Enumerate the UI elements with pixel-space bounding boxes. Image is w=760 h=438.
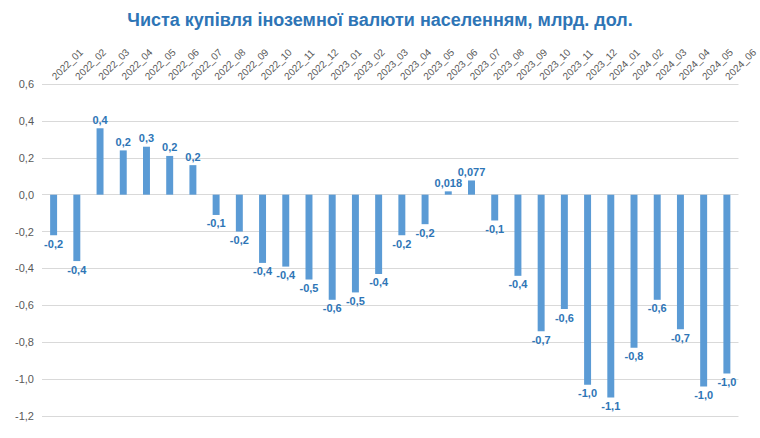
svg-text:-0,1: -0,1: [485, 223, 504, 235]
svg-text:-1,0: -1,0: [578, 387, 597, 399]
svg-text:-0,1: -0,1: [207, 217, 226, 229]
svg-text:0,6: 0,6: [19, 78, 34, 90]
svg-text:2022_04: 2022_04: [119, 46, 155, 82]
svg-text:2022_09: 2022_09: [235, 46, 271, 82]
svg-text:2023_06: 2023_06: [444, 46, 480, 82]
svg-text:-1,0: -1,0: [15, 373, 34, 385]
svg-text:-0,4: -0,4: [508, 278, 528, 290]
svg-text:0,2: 0,2: [19, 152, 34, 164]
svg-text:2024_03: 2024_03: [653, 46, 689, 82]
svg-text:0,2: 0,2: [185, 151, 200, 163]
svg-text:-0,4: -0,4: [369, 276, 389, 288]
svg-text:-0,2: -0,2: [44, 238, 63, 250]
svg-text:-0,4: -0,4: [276, 269, 296, 281]
svg-text:2023_12: 2023_12: [583, 46, 619, 82]
svg-text:2023_04: 2023_04: [398, 46, 434, 82]
svg-text:2022_01: 2022_01: [49, 46, 85, 82]
svg-text:2022_05: 2022_05: [142, 46, 178, 82]
svg-text:-0,2: -0,2: [416, 227, 435, 239]
svg-text:-1,2: -1,2: [15, 410, 34, 422]
svg-text:2022_02: 2022_02: [72, 46, 109, 82]
svg-text:-0,6: -0,6: [648, 302, 667, 314]
svg-text:-0,5: -0,5: [346, 295, 365, 307]
svg-text:-0,5: -0,5: [300, 282, 319, 294]
svg-text:-0,6: -0,6: [555, 312, 574, 324]
svg-text:2022_07: 2022_07: [189, 46, 225, 82]
svg-text:2023_05: 2023_05: [421, 46, 457, 82]
svg-text:-0,7: -0,7: [671, 332, 690, 344]
svg-text:-0,4: -0,4: [15, 262, 34, 274]
svg-text:Чиста купівля іноземної валюти: Чиста купівля іноземної валюти населення…: [127, 10, 632, 30]
svg-text:2023_08: 2023_08: [490, 46, 527, 82]
svg-text:2024_04: 2024_04: [676, 46, 712, 82]
svg-text:0,018: 0,018: [435, 177, 463, 189]
svg-text:2022_08: 2022_08: [212, 46, 248, 82]
svg-text:-0,7: -0,7: [532, 334, 551, 346]
svg-text:0,0: 0,0: [19, 189, 34, 201]
svg-text:-0,4: -0,4: [253, 265, 273, 277]
svg-text:-1,1: -1,1: [601, 400, 620, 412]
svg-text:-0,2: -0,2: [392, 238, 411, 250]
svg-text:2024_02: 2024_02: [630, 46, 666, 82]
svg-text:-0,4: -0,4: [67, 264, 87, 276]
svg-text:-0,8: -0,8: [625, 350, 644, 362]
svg-text:-0,2: -0,2: [230, 234, 249, 246]
svg-text:2023_02: 2023_02: [351, 46, 387, 82]
svg-text:2022_12: 2022_12: [305, 46, 341, 82]
svg-text:2022_10: 2022_10: [258, 46, 294, 82]
svg-text:2023_09: 2023_09: [514, 46, 550, 82]
svg-text:0,2: 0,2: [162, 141, 177, 153]
svg-text:2023_11: 2023_11: [560, 47, 596, 82]
svg-text:-0,2: -0,2: [15, 226, 34, 238]
svg-text:0,077: 0,077: [458, 166, 486, 178]
svg-text:2022_11: 2022_11: [281, 47, 317, 82]
svg-text:-0,6: -0,6: [15, 299, 34, 311]
svg-text:2023_10: 2023_10: [537, 46, 573, 82]
svg-text:-0,6: -0,6: [323, 302, 342, 314]
svg-text:-0,8: -0,8: [15, 336, 34, 348]
svg-text:2023_01: 2023_01: [328, 46, 364, 82]
svg-text:2022_03: 2022_03: [96, 46, 132, 82]
svg-text:0,4: 0,4: [19, 115, 34, 127]
svg-text:0,2: 0,2: [116, 136, 131, 148]
svg-text:2022_06: 2022_06: [165, 46, 202, 82]
svg-text:0,3: 0,3: [139, 132, 154, 144]
svg-text:2023_07: 2023_07: [467, 46, 503, 82]
svg-text:2024_06: 2024_06: [723, 46, 759, 82]
svg-text:0,4: 0,4: [92, 114, 108, 126]
svg-text:2024_01: 2024_01: [606, 46, 643, 82]
svg-text:2023_03: 2023_03: [374, 46, 410, 82]
svg-text:-1,0: -1,0: [717, 376, 736, 388]
svg-text:-1,0: -1,0: [694, 389, 713, 401]
svg-text:2024_05: 2024_05: [699, 46, 735, 82]
